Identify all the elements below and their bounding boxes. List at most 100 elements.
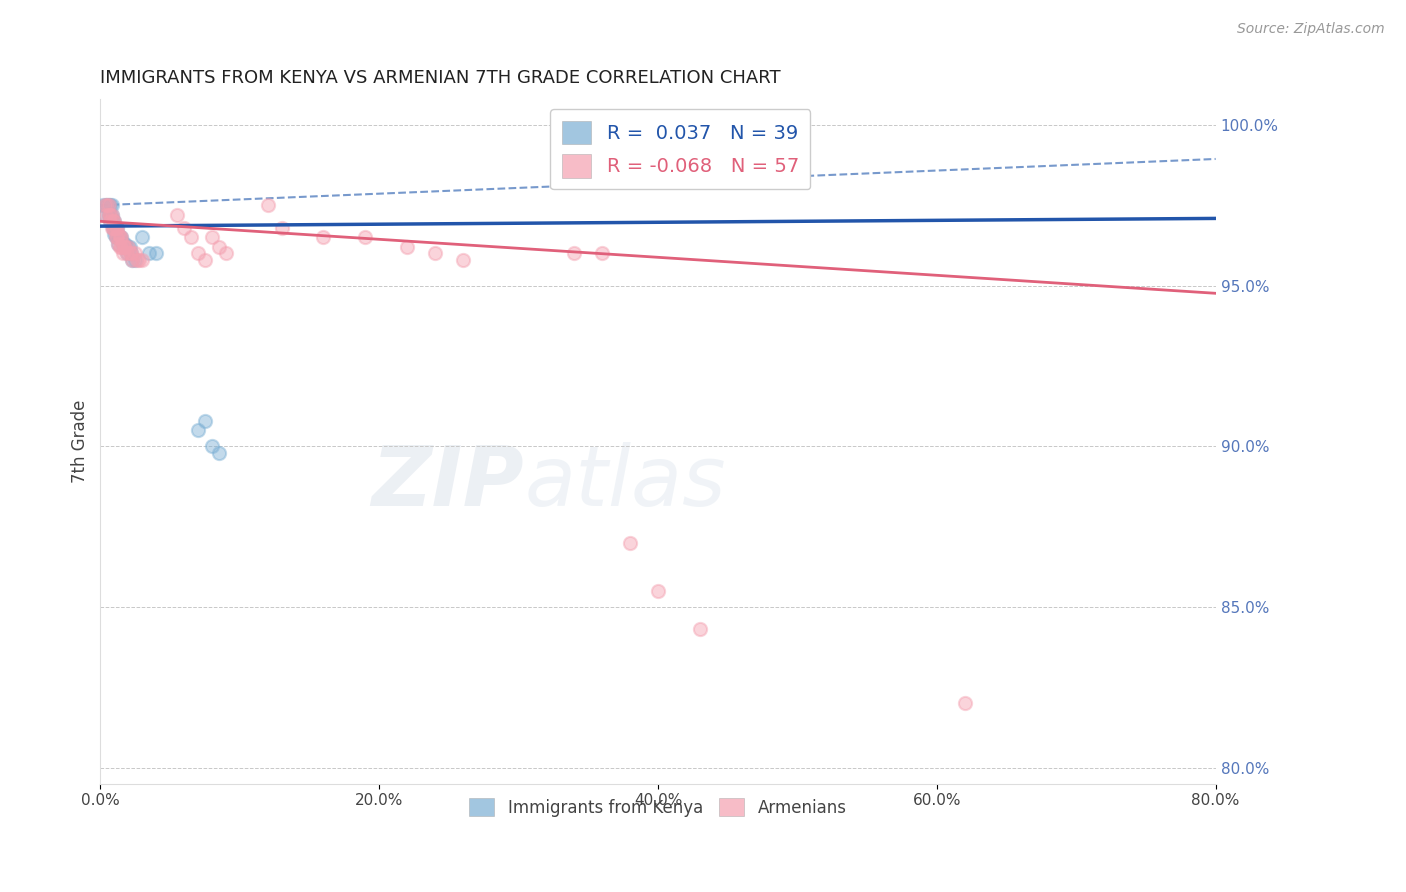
Legend: Immigrants from Kenya, Armenians: Immigrants from Kenya, Armenians [463,792,853,823]
Point [103,220,125,235]
Point [105,220,128,235]
Point [166,208,188,222]
Point [98,214,121,228]
Point [201,230,224,244]
Point [111,246,134,260]
Point [98,198,121,212]
Point [105,220,128,235]
Point [953,697,976,711]
Text: ZIP: ZIP [371,442,524,523]
Point [201,439,224,453]
Point [104,230,127,244]
Point [101,214,124,228]
Point [110,230,132,244]
Point [97,208,120,222]
Point [131,230,153,244]
Point [101,220,124,235]
Point [118,240,141,254]
Point [112,236,135,251]
Point [208,240,231,254]
Point [194,413,217,427]
Point [97,198,120,212]
Point [97,198,120,212]
Point [100,208,122,222]
Point [120,246,142,260]
Point [110,230,132,244]
Point [96,198,118,212]
Point [689,623,711,637]
Point [619,535,641,549]
Text: Source: ZipAtlas.com: Source: ZipAtlas.com [1237,22,1385,37]
Point [107,236,129,251]
Point [98,214,121,228]
Point [105,230,128,244]
Point [117,240,139,254]
Point [108,230,131,244]
Point [98,208,121,222]
Point [107,236,129,251]
Point [110,240,132,254]
Point [564,246,586,260]
Point [145,246,167,260]
Point [312,230,335,244]
Point [396,240,419,254]
Point [114,240,136,254]
Point [187,423,209,437]
Point [101,214,124,228]
Point [131,252,153,267]
Point [423,246,446,260]
Point [118,246,141,260]
Point [91,198,114,212]
Point [93,208,115,222]
Point [97,208,120,222]
Point [104,230,127,244]
Point [100,208,122,222]
Point [107,230,129,244]
Point [121,252,143,267]
Point [256,198,278,212]
Point [112,240,135,254]
Text: atlas: atlas [524,442,725,523]
Point [100,198,122,212]
Point [354,230,377,244]
Point [101,220,124,235]
Point [96,198,118,212]
Point [94,208,117,222]
Point [115,246,138,260]
Point [124,246,146,260]
Point [117,240,139,254]
Point [93,198,115,212]
Point [94,198,117,212]
Point [451,252,474,267]
Point [121,252,143,267]
Point [138,246,160,260]
Point [98,208,121,222]
Point [114,236,136,251]
Point [180,230,202,244]
Point [647,583,669,598]
Point [270,220,292,235]
Point [108,240,131,254]
Point [120,246,142,260]
Point [194,252,217,267]
Point [208,446,231,460]
Point [104,220,127,235]
Point [103,220,125,235]
Point [107,227,129,242]
Point [591,246,613,260]
Point [104,220,127,235]
Point [103,214,125,228]
Point [125,252,148,267]
Point [124,252,146,267]
Point [128,252,150,267]
Point [103,227,125,242]
Point [111,236,134,251]
Text: IMMIGRANTS FROM KENYA VS ARMENIAN 7TH GRADE CORRELATION CHART: IMMIGRANTS FROM KENYA VS ARMENIAN 7TH GR… [100,69,780,87]
Point [115,246,138,260]
Y-axis label: 7th Grade: 7th Grade [72,400,89,483]
Point [215,246,238,260]
Point [187,246,209,260]
Point [173,220,195,235]
Point [103,214,125,228]
Point [111,236,134,251]
